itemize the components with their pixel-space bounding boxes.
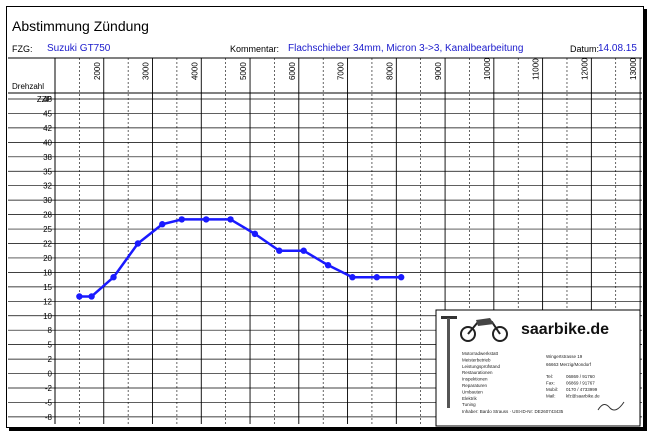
ad-service-item: Leistungsprüfstand xyxy=(462,364,501,369)
y-tick-label: 38 xyxy=(43,153,52,162)
x-tick-label: 9000 xyxy=(434,62,443,80)
y-tick-label: 48 xyxy=(43,95,52,104)
x-tick-label: 7000 xyxy=(337,62,346,80)
ad-footer: Inhaber: Bardo Strauss · USt-ID-Nr: DE26… xyxy=(462,409,564,414)
comment-value: Flachschieber 34mm, Micron 3->3, Kanalbe… xyxy=(288,43,524,54)
x-tick-label: 2000 xyxy=(93,62,102,80)
y-tick-label: 40 xyxy=(43,138,52,147)
page-title: Abstimmung Zündung xyxy=(12,18,149,34)
data-point xyxy=(178,216,185,223)
data-point xyxy=(76,293,83,300)
y-axis-subtitle: ZZP xyxy=(37,95,52,104)
x-tick-label: 8000 xyxy=(385,62,394,80)
y-tick-label: 15 xyxy=(43,283,52,292)
data-point xyxy=(397,274,405,281)
ad-contact-item: 0170 / 4733999 xyxy=(566,387,598,392)
data-point xyxy=(373,274,381,281)
ad-contact-item: kfz@saarbike.de xyxy=(566,394,600,399)
ad-contact-item: Tel: xyxy=(546,374,553,379)
ad-contact-item: 06869 / 91767 xyxy=(566,381,595,386)
y-tick-label: -2 xyxy=(45,384,53,393)
y-tick-label: 42 xyxy=(43,124,52,133)
data-point xyxy=(324,261,332,269)
y-tick-label: 18 xyxy=(43,268,52,277)
comment-label: Kommentar: xyxy=(230,44,280,54)
y-tick-label: 20 xyxy=(43,254,52,263)
ad-service-item: Motorradwerkstatt xyxy=(462,351,499,356)
x-tick-label: 13000 xyxy=(629,57,638,80)
x-tick-labels: 2000 3000 4000 5000 6000 7000 8000 9000 10000 110… xyxy=(93,57,638,80)
ad-city: 66663 Merzig/Mondorf xyxy=(546,362,592,367)
y-tick-labels: 484542403835323028252220181512108520-2-5… xyxy=(43,95,52,422)
ad-service-item: Elektrik xyxy=(462,396,478,401)
x-tick-label: 11000 xyxy=(532,58,541,80)
data-point xyxy=(349,274,356,281)
data-point xyxy=(110,274,117,281)
ad-contact-item: Fax: xyxy=(546,381,555,386)
y-tick-label: 25 xyxy=(43,225,52,234)
data-point xyxy=(227,216,234,223)
x-tick-label: 5000 xyxy=(239,62,248,80)
ad-contact-item: 06869 / 91760 xyxy=(566,374,595,379)
y-axis-title: Drehzahl xyxy=(12,82,44,91)
y-tick-label: -8 xyxy=(45,413,53,422)
data-point xyxy=(134,240,142,247)
ad-contact-item: Mail: xyxy=(546,394,556,399)
y-tick-label: 45 xyxy=(43,109,52,118)
ad-service-item: Meisterbetrieb xyxy=(462,357,491,362)
ad-service-item: Restaurationen xyxy=(462,370,493,375)
y-tick-label: 0 xyxy=(48,370,53,379)
y-tick-label: 22 xyxy=(43,240,52,249)
ad-service-item: Umbauten xyxy=(462,389,483,394)
ad-service-item: Tuning xyxy=(462,402,476,407)
y-tick-label: 35 xyxy=(43,167,52,176)
y-tick-label: 28 xyxy=(43,211,52,220)
y-tick-label: 5 xyxy=(48,341,53,350)
ad-contact-item: Mobil: xyxy=(546,387,558,392)
date-value: 14.08.15 xyxy=(598,43,637,54)
date-label: Datum: xyxy=(570,44,600,54)
y-tick-label: 8 xyxy=(48,326,53,335)
y-tick-label: -5 xyxy=(45,398,53,407)
ad-box xyxy=(435,309,641,427)
fzg-value: Suzuki GT750 xyxy=(47,43,111,54)
y-tick-label: 10 xyxy=(43,312,52,321)
saarbike-ad: saarbike.de MotorradwerkstattMeisterbetr… xyxy=(435,309,641,427)
ad-service-item: Reparaturen xyxy=(462,383,488,388)
y-tick-label: 2 xyxy=(48,355,53,364)
data-point xyxy=(159,221,166,228)
x-tick-label: 12000 xyxy=(580,57,589,80)
ad-contact: Tel: 06869 / 91760 Fax: 06869 / 91767 Mobil:… xyxy=(546,374,600,399)
x-tick-label: 3000 xyxy=(142,62,151,80)
x-tick-label: 6000 xyxy=(288,62,297,80)
y-tick-label: 30 xyxy=(43,196,52,205)
data-point xyxy=(202,216,210,223)
series-layer xyxy=(76,216,405,300)
fzg-label: FZG: xyxy=(12,44,33,54)
ad-brand: saarbike.de xyxy=(521,321,609,338)
y-tick-label: 32 xyxy=(43,182,52,191)
data-point xyxy=(300,247,307,254)
y-tick-label: 12 xyxy=(43,297,52,306)
data-point xyxy=(88,293,95,300)
x-tick-label: 4000 xyxy=(190,62,199,80)
ad-service-item: Inspektionen xyxy=(462,377,488,382)
x-tick-label: 10000 xyxy=(483,57,492,80)
motorcycle-logo-icon xyxy=(441,316,508,408)
signature-icon xyxy=(597,401,625,411)
ad-street: Wingertstrasse 19 xyxy=(546,354,583,359)
data-point xyxy=(276,247,283,254)
data-point xyxy=(251,230,259,238)
